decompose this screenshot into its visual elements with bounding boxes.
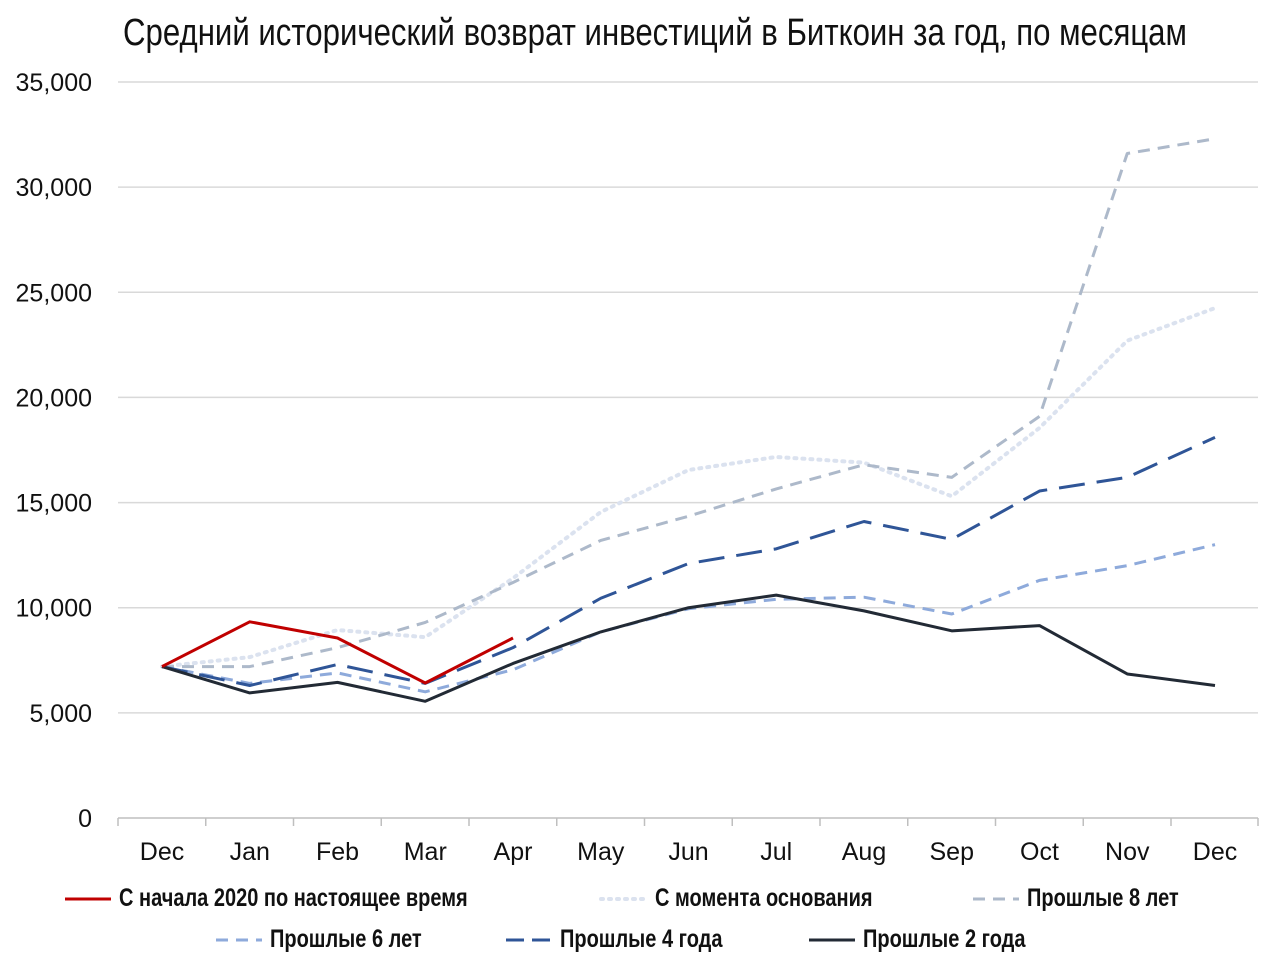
x-tick-label: Jun (668, 838, 708, 866)
x-tick-label: Apr (494, 838, 533, 866)
legend-label: Прошлые 8 лет (1027, 884, 1179, 912)
legend-item: С момента основания (599, 884, 927, 913)
series-line-5 (161, 593, 1216, 703)
x-tick-label: Dec (140, 838, 184, 866)
series-line-4 (161, 436, 1216, 688)
x-tick-label: Sep (930, 838, 974, 866)
y-tick-label: 35,000 (16, 69, 92, 97)
chart-title: Средний исторический возврат инвестиций … (123, 12, 1187, 54)
y-tick-label: 20,000 (16, 384, 92, 412)
x-tick-label: Oct (1020, 838, 1059, 866)
legend-label: С начала 2020 по настоящее время (119, 884, 468, 912)
x-tick-label: Jul (760, 838, 792, 866)
legend-item: Прошлые 6 лет (214, 925, 460, 954)
legend-item: С начала 2020 по настоящее время (63, 884, 555, 913)
legend-row-1: С начала 2020 по настоящее время С момент… (0, 884, 1280, 913)
legend-label: Прошлые 4 года (559, 925, 723, 953)
y-tick-label: 10,000 (16, 595, 92, 623)
legend-item: Прошлые 4 года (504, 925, 763, 954)
legend-row-2: Прошлые 6 лет Прошлые 4 года Прошлые 2 год… (0, 925, 1280, 954)
legend-item: Прошлые 2 года (807, 925, 1066, 954)
x-tick-label: Dec (1193, 838, 1237, 866)
legend-swatch (505, 938, 552, 941)
legend-item: Прошлые 8 лет (971, 884, 1217, 913)
y-tick-label: 25,000 (16, 279, 92, 307)
y-tick-label: 0 (78, 805, 92, 833)
legend-label: Прошлые 2 года (862, 925, 1026, 953)
series-line-0 (161, 620, 514, 685)
x-tick-label: Feb (316, 838, 359, 866)
y-tick-label: 5,000 (29, 700, 92, 728)
x-tick-label: Mar (404, 838, 447, 866)
legend-swatch (599, 896, 650, 901)
legend-swatch (808, 938, 855, 941)
y-tick-label: 15,000 (16, 490, 92, 518)
series-line-1 (160, 306, 1217, 669)
legend-swatch (65, 897, 112, 900)
legend-label: Прошлые 6 лет (270, 925, 422, 953)
x-tick-label: Nov (1105, 838, 1150, 866)
legend-swatch (973, 897, 1020, 900)
legend-swatch (216, 938, 263, 941)
x-tick-label: Aug (842, 838, 886, 866)
x-tick-label: Jan (230, 838, 270, 866)
x-tick-label: May (577, 838, 625, 866)
y-tick-label: 30,000 (16, 174, 92, 202)
legend-label: С момента основания (655, 884, 873, 912)
series-line-2 (162, 137, 1216, 669)
